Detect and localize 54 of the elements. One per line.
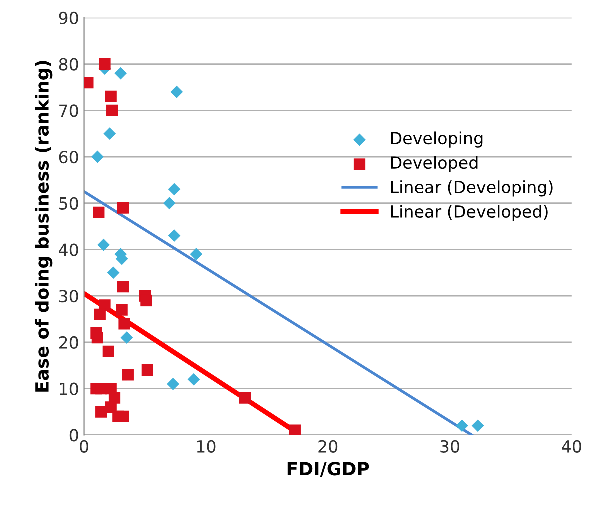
legend-label: Linear (Developed) (391, 205, 548, 222)
point (92, 332, 104, 344)
point (118, 318, 130, 330)
point (170, 86, 184, 98)
legend-label: Linear (Developing) (391, 180, 553, 197)
point (239, 392, 252, 404)
legend-label: Developing (391, 132, 483, 148)
point (168, 183, 181, 196)
x-tick-label: 30 (440, 440, 460, 453)
point (117, 281, 130, 293)
point (120, 332, 134, 344)
point (94, 308, 106, 320)
point (140, 294, 152, 307)
x-axis-title: FDI/GDP (288, 462, 370, 478)
point (289, 424, 301, 436)
point (117, 410, 130, 422)
point (167, 378, 180, 390)
point (117, 202, 130, 214)
y-tick-label: 60 (59, 150, 78, 164)
point (190, 248, 203, 261)
point (456, 420, 468, 432)
point (99, 58, 111, 70)
point (106, 104, 118, 116)
y-tick-label: 0 (70, 429, 78, 442)
x-tick-label: 20 (318, 440, 338, 453)
point (98, 238, 110, 252)
y-axis-title: Ease of doing business (ranking) (35, 61, 53, 392)
point (104, 128, 116, 140)
y-tick-label: 50 (59, 197, 78, 210)
y-tick-label: 90 (59, 12, 78, 24)
legend-label: Developed (391, 156, 478, 172)
y-tick-label: 20 (59, 336, 78, 350)
y-tick-label: 40 (59, 244, 78, 256)
x-tick-label: 40 (562, 440, 582, 453)
x-tick-label: 10 (197, 440, 216, 453)
point (91, 150, 104, 164)
point (472, 420, 484, 432)
point (107, 266, 120, 280)
x-tick-label: 0 (80, 440, 88, 453)
point (102, 346, 114, 358)
point (188, 373, 200, 386)
y-tick-label: 70 (60, 104, 78, 118)
point (114, 67, 128, 80)
y-tick-label: 30 (59, 290, 78, 303)
point (122, 369, 134, 381)
point (163, 197, 176, 210)
y-tick-label: 10 (60, 382, 78, 396)
point (168, 230, 181, 242)
point (142, 364, 154, 376)
point (105, 90, 117, 103)
point (96, 406, 108, 418)
point (93, 206, 105, 218)
point (116, 304, 128, 316)
y-tick-label: 80 (59, 58, 78, 71)
